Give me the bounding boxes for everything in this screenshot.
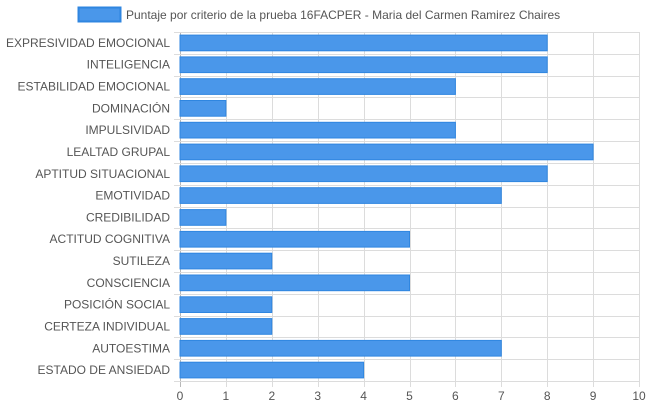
x-tick-label: 5 xyxy=(406,389,413,403)
category-label: CREDIBILIDAD xyxy=(86,210,170,224)
category-label: EMOTIVIDAD xyxy=(95,189,170,203)
category-label: EXPRESIVIDAD EMOCIONAL xyxy=(6,36,170,50)
bar xyxy=(179,56,548,74)
category-label: ESTABILIDAD EMOCIONAL xyxy=(18,80,171,94)
x-axis-labels: 0 1 2 3 4 5 6 7 8 9 10 xyxy=(177,389,646,403)
legend-swatch xyxy=(77,6,122,23)
category-label: ESTADO DE ANSIEDAD xyxy=(38,363,171,377)
bar xyxy=(179,165,548,183)
legend-label: Puntaje por criterio de la prueba 16FACP… xyxy=(126,8,560,22)
bar xyxy=(179,187,502,204)
category-label: IMPULSIVIDAD xyxy=(85,123,170,137)
bar xyxy=(179,121,456,139)
x-tick-label: 7 xyxy=(498,389,505,403)
bar-series xyxy=(179,34,594,379)
bar xyxy=(179,209,227,226)
category-label: CERTEZA INDIVIDUAL xyxy=(44,320,170,334)
x-tick-label: 6 xyxy=(452,389,459,403)
category-label: POSICIÓN SOCIAL xyxy=(64,297,170,312)
x-tick-label: 9 xyxy=(590,389,597,403)
x-tick-label: 10 xyxy=(632,389,646,403)
category-label: APTITUD SITUACIONAL xyxy=(35,167,170,181)
category-label: LEALTAD GRUPAL xyxy=(67,145,171,159)
x-tick-label: 4 xyxy=(360,389,367,403)
bar xyxy=(179,100,227,117)
y-axis-labels: EXPRESIVIDAD EMOCIONAL INTELIGENCIA ESTABI… xyxy=(6,36,170,377)
bar xyxy=(179,34,548,52)
x-tick-label: 0 xyxy=(177,389,184,403)
category-label: INTELIGENCIA xyxy=(87,58,170,72)
bar xyxy=(179,143,594,161)
category-label: ACTITUD COGNITIVA xyxy=(50,232,170,246)
category-label: AUTOESTIMA xyxy=(92,341,170,355)
bar xyxy=(179,339,502,357)
x-tick-label: 2 xyxy=(268,389,275,403)
bar xyxy=(179,318,273,335)
x-tick-label: 8 xyxy=(544,389,551,403)
x-tick-label: 1 xyxy=(223,389,230,403)
category-label: DOMINACIÓN xyxy=(92,100,170,115)
category-label: CONSCIENCIA xyxy=(87,276,170,290)
bar xyxy=(179,78,456,95)
bar xyxy=(179,252,273,270)
category-label: SUTILEZA xyxy=(113,254,170,268)
bar xyxy=(179,274,410,292)
x-tick-label: 3 xyxy=(314,389,321,403)
bar xyxy=(179,361,365,379)
bar xyxy=(179,296,273,313)
legend: Puntaje por criterio de la prueba 16FACP… xyxy=(77,6,560,23)
bar xyxy=(179,230,410,248)
